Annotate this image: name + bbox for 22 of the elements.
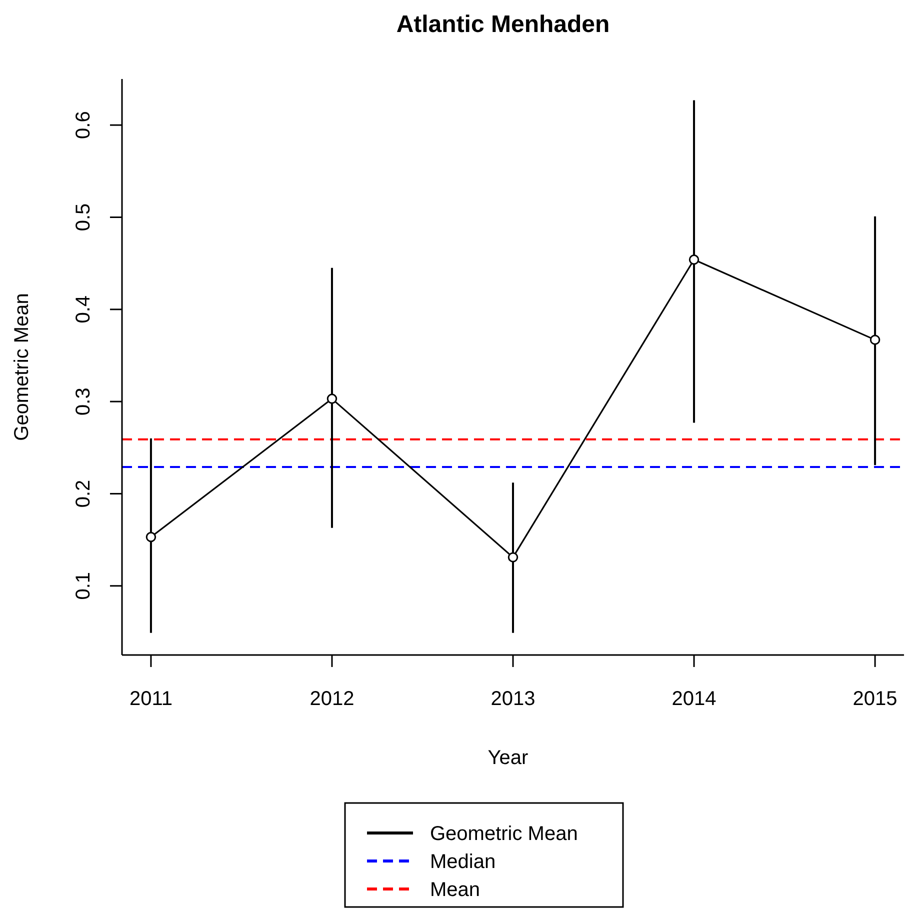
chart-title: Atlantic Menhaden	[396, 11, 610, 38]
legend-label: Median	[430, 851, 496, 873]
y-tick-label: 0.6	[72, 111, 94, 139]
legend-label: Geometric Mean	[430, 823, 578, 845]
point	[326, 394, 338, 404]
x-tick-label: 2012	[310, 688, 354, 710]
point	[688, 254, 700, 265]
point	[146, 532, 156, 542]
legend-label: Mean	[430, 879, 480, 901]
x-tick-label: 2011	[129, 688, 172, 710]
y-tick-label: 0.3	[72, 388, 94, 416]
x-tick-label: 2014	[672, 688, 716, 710]
y-tick-label: 0.1	[72, 572, 94, 600]
point	[508, 552, 518, 562]
x-axis-title: Year	[488, 747, 529, 769]
y-tick-label: 0.4	[72, 295, 94, 324]
point	[870, 334, 880, 345]
x-tick-label: 2013	[490, 688, 536, 710]
y-tick-label: 0.2	[72, 480, 94, 508]
y-axis-title: Geometric Mean	[11, 293, 33, 441]
x-tick-label: 2015	[852, 688, 898, 710]
y-tick-label: 0.5	[72, 203, 94, 232]
